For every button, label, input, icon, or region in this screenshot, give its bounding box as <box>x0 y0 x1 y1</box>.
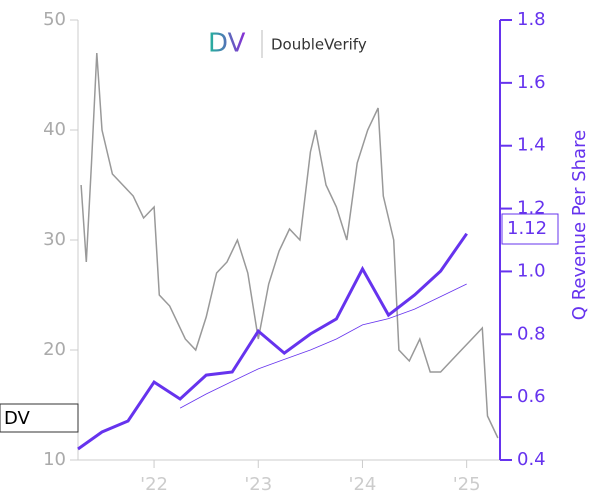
y2-tick-label: 1.4 <box>517 135 546 156</box>
y2-tick-label: 1.8 <box>517 9 546 30</box>
logo-name: DoubleVerify <box>271 36 367 54</box>
y-tick-label: 50 <box>43 9 66 30</box>
value-tag-label: 1.12 <box>507 218 547 239</box>
x-tick-label: '22 <box>140 474 168 495</box>
y2-tick-label: 0.4 <box>517 449 546 470</box>
value-tag <box>501 213 559 245</box>
x-tick-label: '24 <box>349 474 377 495</box>
ticker-tag <box>0 403 79 433</box>
y-tick-label: 40 <box>43 119 66 140</box>
y2-tick-label: 1.2 <box>517 198 546 219</box>
y2-tick-label: 0.8 <box>517 323 546 344</box>
y2-tick-label: 0.6 <box>517 386 546 407</box>
series-line <box>179 283 467 409</box>
y2-axis-label: Q Revenue Per Share <box>569 130 590 320</box>
ticker-label: DV <box>4 408 31 429</box>
y2-tick-label: 1.0 <box>517 260 546 281</box>
y-tick-label: 20 <box>43 339 66 360</box>
y-tick-label: 30 <box>43 229 66 250</box>
series-line <box>80 52 499 439</box>
series-line <box>77 232 468 451</box>
x-tick-label: '25 <box>453 474 481 495</box>
x-tick-label: '23 <box>244 474 272 495</box>
y-tick-label: 10 <box>43 449 66 470</box>
logo-mark: DV <box>208 29 246 59</box>
y2-tick-label: 1.6 <box>517 72 546 93</box>
